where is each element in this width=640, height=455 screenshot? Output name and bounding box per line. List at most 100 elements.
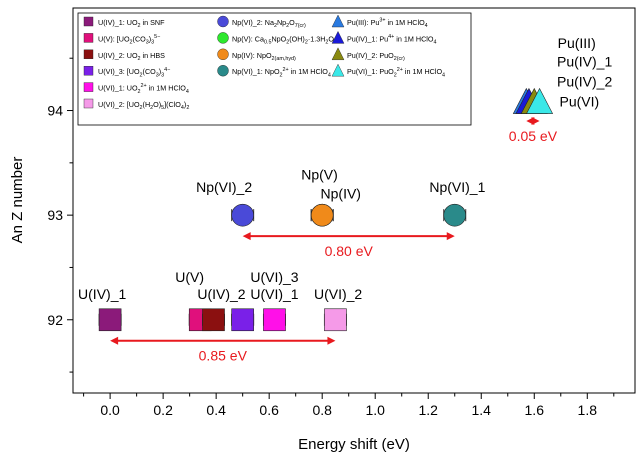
legend-text-part: 4 bbox=[181, 105, 184, 111]
legend-text-part: (CO bbox=[133, 34, 147, 43]
range-label: 0.85 eV bbox=[199, 348, 248, 364]
legend-text-part: 5 bbox=[161, 105, 164, 111]
legend-text-part: 2 bbox=[140, 105, 143, 111]
legend-text-part: in 1M HClO bbox=[147, 84, 187, 93]
point-labels: U(IV)_1 U(V)U(IV)_2 U(VI)_3U(VI)_1 U(VI)_2 N… bbox=[78, 35, 612, 302]
point-label: U(IV)_2 bbox=[197, 286, 245, 302]
legend-text-part: Np bbox=[277, 18, 286, 27]
range-arrow-left bbox=[242, 232, 251, 241]
legend-square bbox=[83, 16, 94, 27]
legend-text-part: 3 bbox=[156, 72, 159, 78]
y-axis: 92 93 94 bbox=[47, 57, 73, 373]
legend-text-part: 3+ bbox=[379, 18, 385, 24]
legend-text-part: Np(VI)_2: Na bbox=[232, 18, 274, 27]
legend-text-part: 3 bbox=[151, 40, 154, 46]
legend-text-part: 2 bbox=[186, 105, 189, 111]
range-arrow-right bbox=[327, 336, 336, 345]
legend-text-part: 2 bbox=[325, 40, 328, 46]
legend-text-part: U(IV)_2: UO bbox=[98, 51, 138, 60]
legend-text-part: 2 bbox=[274, 23, 277, 29]
legend-text-part: 2+ bbox=[397, 67, 403, 73]
legend-text-part: in 1M HClO bbox=[394, 34, 434, 43]
legend-box bbox=[77, 12, 472, 126]
legend-text-part: ) bbox=[184, 100, 186, 109]
legend-text-part: U(VI)_2: [UO bbox=[98, 100, 140, 109]
legend-label: Pu(III): Pu3+ in 1M HClO4 bbox=[347, 18, 428, 30]
legend-label: U(V): [UO2(CO3)35− bbox=[98, 34, 160, 46]
legend-text-part: in 1M HClO bbox=[289, 67, 329, 76]
x-tick-label: 0.0 bbox=[100, 402, 120, 418]
legend-triangle bbox=[331, 47, 345, 60]
legend-text-part: 2 bbox=[305, 40, 308, 46]
legend-text-part: 2 bbox=[138, 89, 141, 95]
legend-square bbox=[83, 33, 94, 43]
y-tick-label: 94 bbox=[47, 103, 63, 119]
legend-circle bbox=[217, 32, 229, 44]
legend-text-part: 2+ bbox=[141, 83, 147, 89]
legend-label: Pu(IV)_1: Pu4+ in 1M HClO4 bbox=[347, 34, 436, 46]
point-square bbox=[202, 308, 225, 332]
point-label: Pu(IV)_2 bbox=[557, 73, 612, 89]
legend-text-part: 7(cr) bbox=[295, 23, 306, 29]
legend-square bbox=[83, 98, 94, 109]
point-label: U(VI)_2 bbox=[314, 286, 362, 302]
legend-text-part: O) bbox=[153, 100, 161, 109]
legend-text-part: 2+ bbox=[283, 67, 289, 73]
legend-text-part: 2 bbox=[130, 40, 133, 46]
legend-text-part: (OH) bbox=[289, 34, 305, 43]
legend-text-part: NpO bbox=[271, 34, 286, 43]
legend-square bbox=[83, 65, 94, 76]
legend-text-part: 4 bbox=[442, 72, 445, 78]
point-triangle bbox=[526, 87, 554, 114]
legend-text-part: 3 bbox=[146, 40, 149, 46]
legend-text-part: 2(cr) bbox=[394, 56, 405, 62]
legend-text-part: (H bbox=[143, 100, 151, 109]
legend-text-part: 0.5 bbox=[264, 40, 272, 46]
legend-text-part: 2 bbox=[140, 72, 143, 78]
legend-text-part: Pu(IV)_1: Pu bbox=[347, 34, 388, 43]
point-square bbox=[324, 308, 347, 332]
legend-text-part: 4 bbox=[328, 72, 331, 78]
legend-text-part: 4+ bbox=[388, 34, 394, 40]
x-tick-label: 1.0 bbox=[365, 402, 385, 418]
data-points bbox=[98, 87, 554, 332]
legend-label: Np(V): Ca0.5NpO2(OH)2·1.3H2O bbox=[232, 34, 334, 45]
point-circle bbox=[231, 203, 254, 227]
legend-text-part: 3 bbox=[161, 72, 164, 78]
point-label: Np(IV) bbox=[321, 185, 361, 201]
point-label: Pu(IV)_1 bbox=[557, 54, 612, 70]
x-tick-label: 0.2 bbox=[153, 402, 173, 418]
x-tick-label: 1.4 bbox=[472, 402, 492, 418]
legend-text-part: Pu(III): Pu bbox=[347, 18, 379, 27]
y-tick-label: 92 bbox=[47, 312, 63, 328]
legend-text-part: Np(VI)_1: NpO bbox=[232, 67, 280, 76]
legend-text-part: ·1.3H bbox=[308, 34, 326, 43]
range-arrow-right bbox=[446, 232, 455, 241]
legend-text-part: U(VI)_1: UO bbox=[98, 84, 138, 93]
legend-text-part: 2 bbox=[150, 105, 153, 111]
legend-triangle bbox=[331, 63, 345, 77]
legend-text-part: U(V): [UO bbox=[98, 34, 130, 43]
y-axis-label: An Z number bbox=[9, 157, 26, 244]
x-tick-label: 0.8 bbox=[312, 402, 332, 418]
legend-square bbox=[83, 82, 94, 92]
legend-circle bbox=[217, 15, 229, 28]
range-arrow-right bbox=[531, 116, 540, 125]
legend-text-part: ](ClO bbox=[164, 100, 181, 109]
legend-text-part: 2 bbox=[138, 56, 141, 62]
point-circle bbox=[443, 203, 467, 227]
point-label: Np(V) bbox=[301, 167, 338, 183]
legend-square bbox=[83, 49, 94, 59]
legend-text-part: 4 bbox=[433, 40, 436, 46]
legend-text-part: Pu(VI)_1: PuO bbox=[347, 67, 394, 76]
legend-label: Np(VI)_1: NpO22+ in 1M HClO4 bbox=[232, 67, 331, 79]
point-circle bbox=[310, 203, 334, 227]
x-axis: 0.0 0.2 0.4 0.6 0.8 1.0 1.2 1.4 1.6 1.8 bbox=[83, 393, 615, 418]
legend-text-part: (CO bbox=[143, 67, 157, 76]
legend-text-part: O bbox=[289, 18, 295, 27]
legend-label: U(VI)_3: [UO2(CO3)34− bbox=[98, 67, 170, 79]
legend-circle bbox=[217, 48, 229, 60]
range-label: 0.80 eV bbox=[325, 243, 374, 259]
legend-text-part: U(IV)_1: UO bbox=[98, 18, 138, 27]
